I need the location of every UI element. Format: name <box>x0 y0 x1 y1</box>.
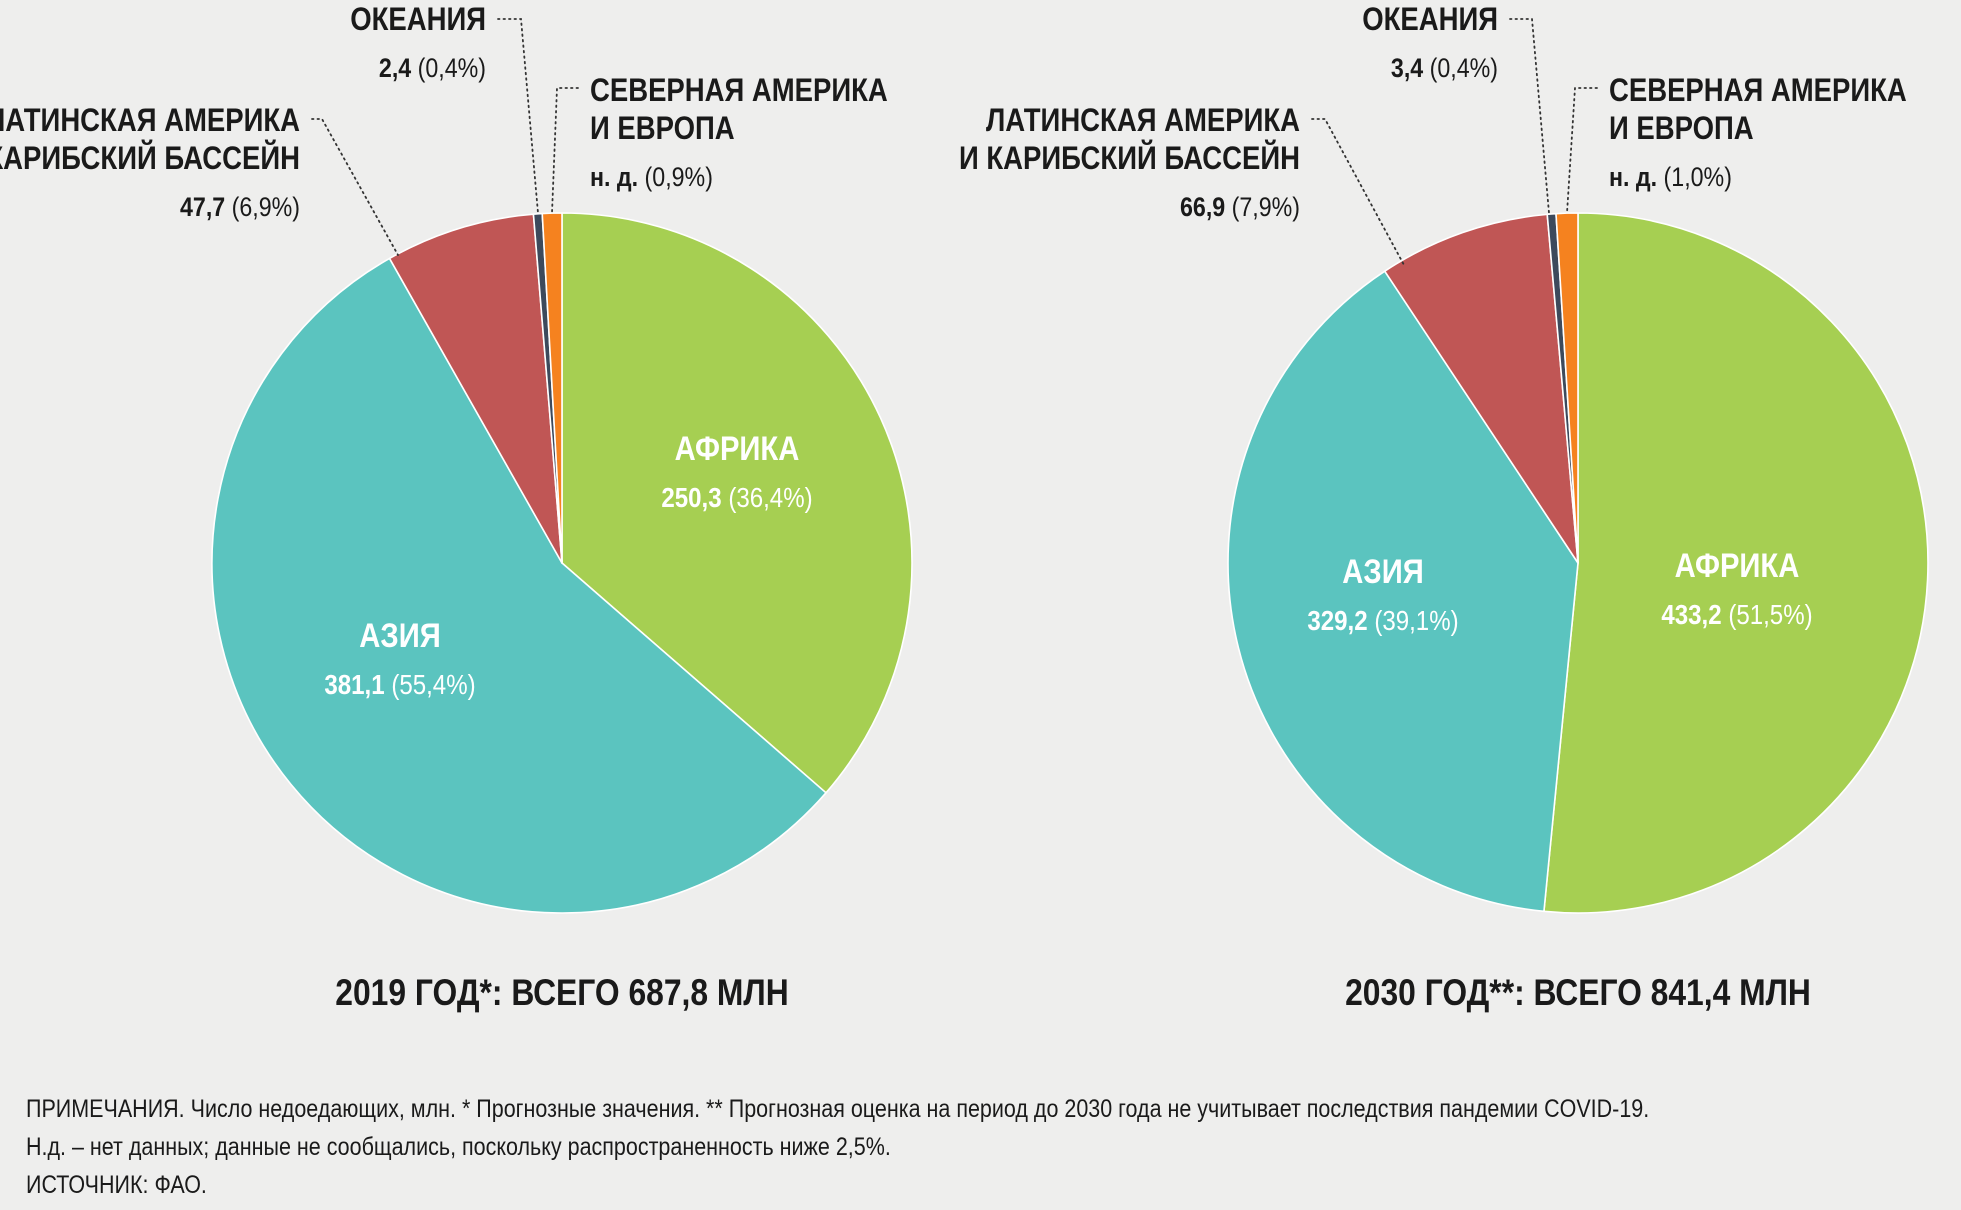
leader-line <box>551 87 579 214</box>
pie-slice-africa <box>561 212 913 794</box>
leader-line <box>497 18 539 214</box>
slice-value-label: 47,7 (6,9%) <box>180 192 300 222</box>
slice-name-label: ОКЕАНИЯ <box>1362 2 1498 37</box>
slice-name-label: АЗИЯ <box>359 616 440 655</box>
notes-line: ИСТОЧНИК: ФАО. <box>26 1171 207 1199</box>
slice-name-label: АЗИЯ <box>1342 552 1423 591</box>
slice-value-label: 329,2 (39,1%) <box>1307 604 1458 636</box>
pie-slice-north-america-europe <box>541 212 563 564</box>
slice-name-label: И ЕВРОПА <box>590 111 735 146</box>
pie-chart-2019: АФРИКА 250,3 (36,4%) АЗИЯ 381,1 (55,4%) ЛАТИ… <box>0 2 913 1014</box>
leader-line <box>1566 87 1598 214</box>
leader-line <box>1509 18 1550 214</box>
slice-name-label: ЛАТИНСКАЯ АМЕРИКА <box>0 103 300 138</box>
notes-line: ПРИМЕЧАНИЯ. Число недоедающих, млн. * Пр… <box>26 1095 1650 1123</box>
notes-line: Н.д. – нет данных; данные не сообщались,… <box>26 1133 891 1161</box>
slice-name-label: АФРИКА <box>1675 546 1800 585</box>
pie-slice-latam-caribbean <box>1383 213 1579 564</box>
slice-name-label: И КАРИБСКИЙ БАССЕЙН <box>0 140 300 176</box>
chart-title: 2030 ГОД**: ВСЕГО 841,4 МЛН <box>1345 973 1811 1014</box>
pie-slice-africa <box>1543 212 1929 914</box>
slice-value-label: 2,4 (0,4%) <box>379 53 486 83</box>
slice-value-label: н. д. (0,9%) <box>590 162 713 192</box>
leader-line <box>1311 118 1405 266</box>
slice-name-label: СЕВЕРНАЯ АМЕРИКА <box>1609 73 1907 108</box>
slice-name-label: ЛАТИНСКАЯ АМЕРИКА <box>986 103 1300 138</box>
slice-value-label: н. д. (1,0%) <box>1609 162 1732 192</box>
pie-slice-north-america-europe <box>1555 212 1579 564</box>
chart-title: 2019 ГОД*: ВСЕГО 687,8 МЛН <box>335 973 788 1014</box>
pie-slice-latam-caribbean <box>388 213 563 564</box>
slice-name-label: СЕВЕРНАЯ АМЕРИКА <box>590 73 888 108</box>
leader-line <box>311 118 399 256</box>
slice-value-label: 250,3 (36,4%) <box>661 481 812 513</box>
notes-block: ПРИМЕЧАНИЯ. Число недоедающих, млн. * Пр… <box>26 1090 1677 1204</box>
slice-value-label: 3,4 (0,4%) <box>1391 53 1498 83</box>
slice-name-label: И ЕВРОПА <box>1609 111 1754 146</box>
slice-value-label: 381,1 (55,4%) <box>324 668 475 700</box>
slice-value-label: 66,9 (7,9%) <box>1180 192 1300 222</box>
pie-charts-figure: АФРИКА 250,3 (36,4%) АЗИЯ 381,1 (55,4%) ЛАТИ… <box>0 2 1929 1014</box>
slice-value-label: 433,2 (51,5%) <box>1661 598 1812 630</box>
pie-slice-asia <box>211 257 827 914</box>
pie-chart-2030: АФРИКА 433,2 (51,5%) АЗИЯ 329,2 (39,1%) ЛАТИ… <box>959 2 1929 1014</box>
slice-name-label: ОКЕАНИЯ <box>350 2 486 37</box>
slice-name-label: И КАРИБСКИЙ БАССЕЙН <box>959 140 1300 176</box>
slice-name-label: АФРИКА <box>675 429 800 468</box>
